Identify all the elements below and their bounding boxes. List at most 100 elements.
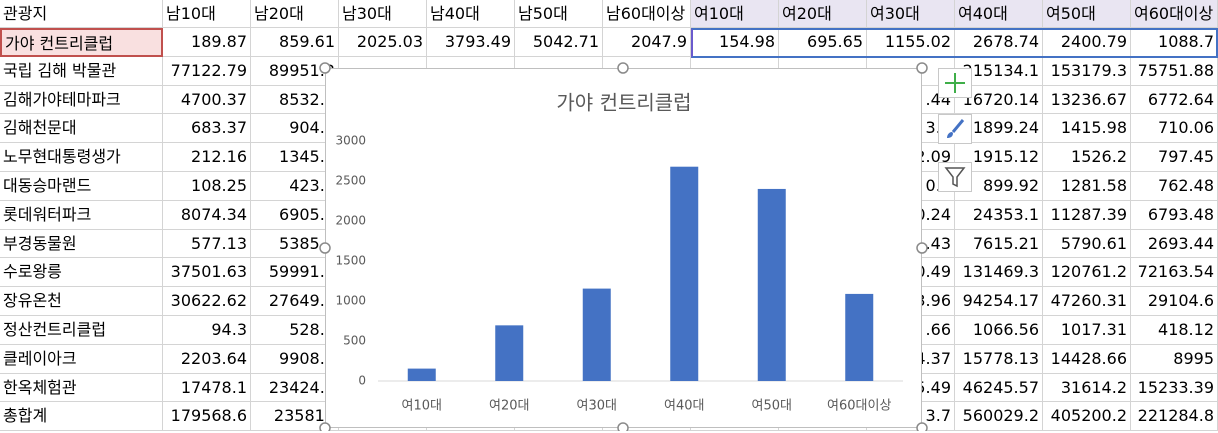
header-cell[interactable]: 남60대이상: [603, 0, 691, 28]
header-cell[interactable]: 여40대: [955, 0, 1043, 28]
data-cell[interactable]: 46245.57: [955, 373, 1043, 403]
data-cell[interactable]: 6772.64: [1131, 85, 1218, 115]
header-cell[interactable]: 여30대: [867, 0, 955, 28]
bar: [845, 293, 874, 381]
data-cell[interactable]: 215134.1: [955, 56, 1043, 86]
data-cell[interactable]: 131469.3: [955, 258, 1043, 288]
data-cell[interactable]: 5790.61: [1043, 229, 1131, 259]
data-cell[interactable]: 8995: [1131, 344, 1218, 374]
bar: [757, 188, 786, 381]
data-cell[interactable]: 16720.14: [955, 85, 1043, 115]
data-cell[interactable]: 899.92: [955, 172, 1043, 201]
data-cell[interactable]: 14428.66: [1043, 344, 1131, 374]
data-cell[interactable]: 153179.3: [1043, 56, 1131, 86]
data-cell[interactable]: 1155.02: [867, 28, 955, 57]
data-cell[interactable]: 6793.48: [1131, 200, 1218, 230]
data-cell[interactable]: 29104.6: [1131, 287, 1218, 316]
data-cell[interactable]: 1899.24: [955, 114, 1043, 144]
data-cell[interactable]: 2678.74: [955, 28, 1043, 57]
data-cell[interactable]: 31614.2: [1043, 373, 1131, 403]
data-cell[interactable]: 5042.71: [515, 28, 603, 57]
chart-styles-button[interactable]: [938, 114, 972, 144]
data-cell[interactable]: 72163.54: [1131, 258, 1218, 288]
data-cell[interactable]: 1017.31: [1043, 316, 1131, 345]
data-cell[interactable]: 75751.88: [1131, 56, 1218, 86]
row-label[interactable]: 국립 김해 박물관: [0, 56, 163, 86]
data-cell[interactable]: 1915.12: [955, 143, 1043, 172]
data-cell[interactable]: 179568.6: [163, 402, 251, 432]
data-cell[interactable]: 24353.1: [955, 200, 1043, 230]
data-cell[interactable]: 189.87: [163, 28, 251, 57]
data-cell[interactable]: 17478.1: [163, 373, 251, 403]
row-label[interactable]: 한옥체험관: [0, 373, 163, 403]
row-label[interactable]: 수로왕릉: [0, 258, 163, 288]
chart-filters-button[interactable]: [938, 162, 972, 192]
data-cell[interactable]: 154.98: [691, 28, 779, 57]
header-cell[interactable]: 남20대: [251, 0, 339, 28]
row-label[interactable]: 부경동물원: [0, 229, 163, 259]
row-label[interactable]: 노무현대통령생가: [0, 143, 163, 172]
x-tick-label: 여60대이상: [827, 399, 891, 414]
row-label[interactable]: 김해가야테마파크: [0, 85, 163, 115]
header-cell[interactable]: 여50대: [1043, 0, 1131, 28]
row-label[interactable]: 가야 컨트리클럽: [0, 28, 163, 57]
data-cell[interactable]: 11287.39: [1043, 200, 1131, 230]
data-cell[interactable]: 30622.62: [163, 287, 251, 316]
data-cell[interactable]: 120761.2: [1043, 258, 1131, 288]
data-cell[interactable]: 212.16: [163, 143, 251, 172]
data-cell[interactable]: 2025.03: [339, 28, 427, 57]
header-cell[interactable]: 여10대: [691, 0, 779, 28]
data-cell[interactable]: 108.25: [163, 172, 251, 201]
data-cell[interactable]: 762.48: [1131, 172, 1218, 201]
data-cell[interactable]: 418.12: [1131, 316, 1218, 345]
data-cell[interactable]: 47260.31: [1043, 287, 1131, 316]
data-cell[interactable]: 8074.34: [163, 200, 251, 230]
data-cell[interactable]: 405200.2: [1043, 402, 1131, 432]
data-cell[interactable]: 2693.44: [1131, 229, 1218, 259]
data-cell[interactable]: 2400.79: [1043, 28, 1131, 57]
data-cell[interactable]: 710.06: [1131, 114, 1218, 144]
header-cell[interactable]: 여20대: [779, 0, 867, 28]
data-cell[interactable]: 1088.7: [1131, 28, 1218, 57]
data-cell[interactable]: 2047.9: [603, 28, 691, 57]
row-label[interactable]: 김해천문대: [0, 114, 163, 144]
data-cell[interactable]: 15778.13: [955, 344, 1043, 374]
data-cell[interactable]: 1281.58: [1043, 172, 1131, 201]
row-label[interactable]: 정산컨트리클럽: [0, 316, 163, 345]
data-cell[interactable]: 15233.39: [1131, 373, 1218, 403]
header-cell[interactable]: 관광지: [0, 0, 163, 28]
header-cell[interactable]: 남50대: [515, 0, 603, 28]
row-label[interactable]: 총합계: [0, 402, 163, 432]
data-cell[interactable]: 77122.79: [163, 56, 251, 86]
data-cell[interactable]: 221284.8: [1131, 402, 1218, 432]
row-label[interactable]: 클레이아크: [0, 344, 163, 374]
y-tick-label: 3000: [335, 134, 366, 148]
data-cell[interactable]: 859.61: [251, 28, 339, 57]
data-cell[interactable]: 94254.17: [955, 287, 1043, 316]
data-cell[interactable]: 94.3: [163, 316, 251, 345]
data-cell[interactable]: 7615.21: [955, 229, 1043, 259]
header-cell[interactable]: 남40대: [427, 0, 515, 28]
row-label[interactable]: 롯데워터파크: [0, 200, 163, 230]
filter-icon: [944, 167, 966, 188]
header-cell[interactable]: 여60대이상: [1131, 0, 1218, 28]
data-cell[interactable]: 797.45: [1131, 143, 1218, 172]
data-cell[interactable]: 13236.67: [1043, 85, 1131, 115]
header-cell[interactable]: 남10대: [163, 0, 251, 28]
data-cell[interactable]: 560029.2: [955, 402, 1043, 432]
data-cell[interactable]: 37501.63: [163, 258, 251, 288]
row-label[interactable]: 장유온천: [0, 287, 163, 316]
data-cell[interactable]: 4700.37: [163, 85, 251, 115]
header-cell[interactable]: 남30대: [339, 0, 427, 28]
row-label[interactable]: 대동승마랜드: [0, 172, 163, 201]
chart-elements-button[interactable]: [938, 68, 972, 98]
data-cell[interactable]: 577.13: [163, 229, 251, 259]
data-cell[interactable]: 683.37: [163, 114, 251, 144]
data-cell[interactable]: 1066.56: [955, 316, 1043, 345]
data-cell[interactable]: 1526.2: [1043, 143, 1131, 172]
data-cell[interactable]: 3793.49: [427, 28, 515, 57]
data-cell[interactable]: 1415.98: [1043, 114, 1131, 144]
chart-frame[interactable]: 가야 컨트리클럽 0 500 1000 1500 2000 2500 3000 여10대 여20…: [325, 68, 922, 428]
data-cell[interactable]: 695.65: [779, 28, 867, 57]
data-cell[interactable]: 2203.64: [163, 344, 251, 374]
